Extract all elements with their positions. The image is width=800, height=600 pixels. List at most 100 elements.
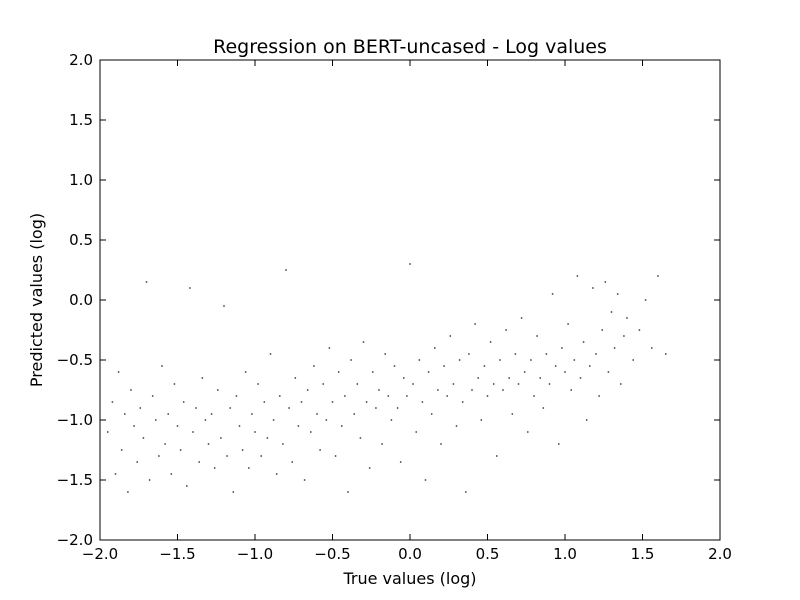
scatter-point [613,347,616,349]
scatter-point [148,479,151,481]
scatter-point [340,425,343,427]
points-layer [106,263,667,493]
y-tick-label: −2.0 [57,531,93,549]
scatter-point [526,431,529,433]
x-tick-label: −2.0 [82,545,118,563]
scatter-point [238,425,241,427]
scatter-point [390,419,393,421]
scatter-point [220,437,222,439]
scatter-point [120,449,123,451]
scatter-point [585,419,588,421]
scatter-point [588,365,591,367]
scatter-point [142,437,145,439]
scatter-point [216,389,219,391]
scatter-point [235,395,238,397]
y-tick-label: −1.5 [57,471,93,489]
y-tick-label: −0.5 [57,351,93,369]
chart-title: Regression on BERT-uncased - Log values [213,36,607,58]
scatter-point [241,449,244,451]
y-tick-label: 2.0 [69,51,93,69]
scatter-point [300,401,303,403]
y-tick-label: −1.0 [57,411,93,429]
scatter-point [564,371,566,373]
scatter-point [111,401,114,403]
x-tick-label: −1.0 [237,545,273,563]
scatter-point [269,353,272,355]
y-tick-label: 1.5 [69,111,93,129]
scatter-point [499,359,501,361]
scatter-point [325,419,328,421]
scatter-point [424,479,427,481]
x-axis-label: True values (log) [342,569,476,588]
scatter-point [365,401,368,403]
y-axis-label: Predicted values (log) [27,213,46,387]
scatter-point [334,455,337,457]
scatter-point [619,383,622,385]
scatter-point [551,293,554,295]
scatter-point [495,455,498,457]
y-tick-label: 0.0 [69,291,93,309]
scatter-point [430,413,433,415]
scatter-point [164,443,167,445]
scatter-point [319,449,321,451]
scatter-point [530,359,532,361]
scatter-point [520,317,523,319]
scatter-point [421,401,424,403]
scatter-point [616,293,619,295]
scatter-point [272,419,275,421]
scatter-point [381,443,383,445]
scatter-point [579,377,582,379]
scatter-point [409,263,411,265]
scatter-point [554,365,557,367]
scatter-point [282,443,284,445]
scatter-point [285,269,287,271]
scatter-point [263,401,266,403]
scatter-point [567,323,569,325]
scatter-point [508,377,511,379]
scatter-point [548,383,551,385]
scatter-point [257,383,259,385]
scatter-point [626,317,628,319]
scatter-point [523,371,526,373]
scatter-point [433,347,436,349]
scatter-point [468,353,470,355]
scatter-point [557,443,560,445]
scatter-point [133,425,136,427]
scatter-point [106,431,109,433]
scatter-point [179,449,182,451]
scatter-point [455,425,458,427]
x-tick-label: 0.5 [476,545,500,563]
scatter-point [136,461,139,463]
scatter-point [607,371,610,373]
scatter-point [170,473,173,475]
scatter-point [458,359,461,361]
scatter-point [505,329,507,331]
scatter-point [195,407,198,409]
scatter-point [610,311,613,313]
scatter-point [198,461,201,463]
scatter-point [443,365,445,367]
scatter-point [561,347,563,349]
scatter-point [344,395,346,397]
scatter-point [210,413,213,415]
scatter-point [139,407,142,409]
scatter-point [130,389,132,391]
scatter-point [533,395,535,397]
y-tick-label: 0.5 [69,231,93,249]
scatter-point [536,335,538,337]
scatter-point [384,353,387,355]
scatter-point [232,491,235,493]
scatter-point [347,491,349,493]
scatter-point [145,281,148,283]
scatter-point [356,383,359,385]
scatter-point [266,437,269,439]
scatter-point [368,467,371,469]
scatter-point [402,377,405,379]
scatter-point [595,353,597,355]
scatter-point [650,347,653,349]
scatter-point [427,371,430,373]
scatter-point [154,419,157,421]
scatter-point [477,377,480,379]
scatter-point [291,461,294,463]
